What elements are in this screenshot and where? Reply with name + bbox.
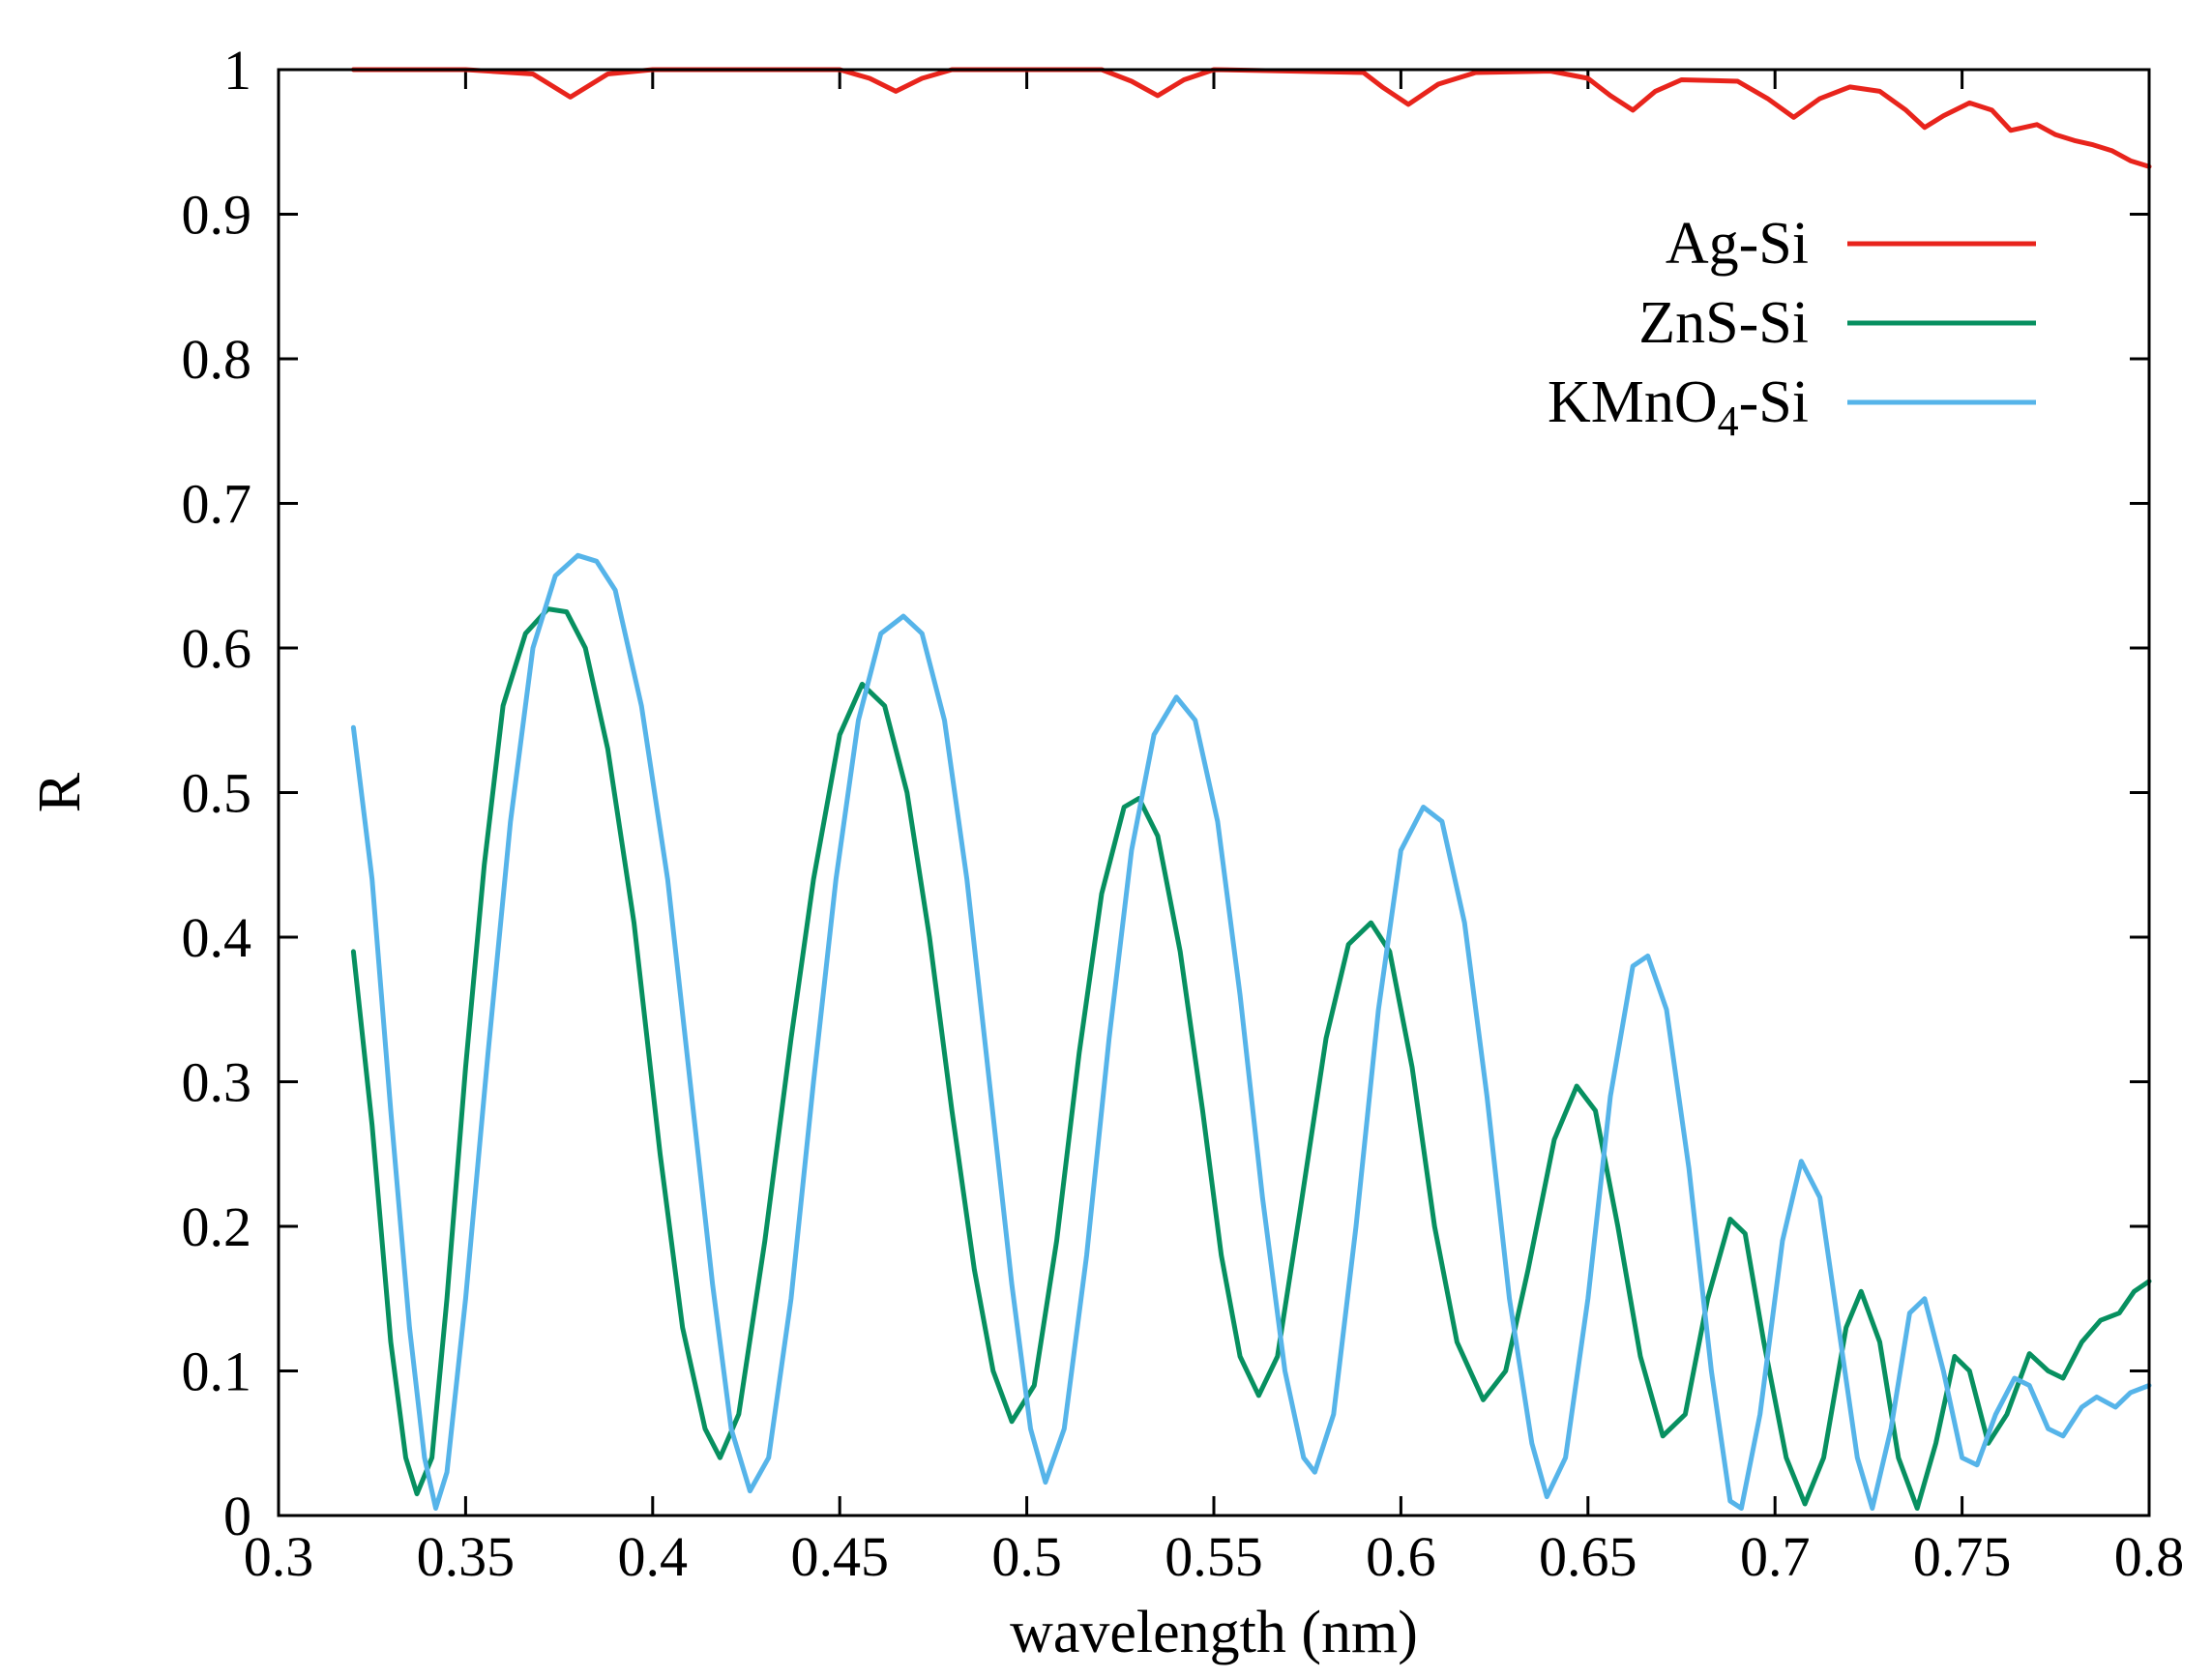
y-tick-label: 0.3 (182, 1051, 252, 1114)
y-tick-label: 0.6 (182, 617, 252, 680)
y-tick-label: 0.8 (182, 328, 252, 391)
y-tick-label: 1 (223, 39, 251, 102)
y-tick-label: 0.5 (182, 762, 252, 825)
y-tick-label: 0.4 (182, 906, 252, 969)
x-tick-label: 0.6 (1366, 1525, 1436, 1588)
y-tick-label: 0.1 (182, 1340, 252, 1403)
plot-frame (277, 68, 2151, 1517)
x-tick-label: 0.5 (991, 1525, 1062, 1588)
x-tick-label: 0.45 (790, 1525, 889, 1588)
series-line-ag-si (350, 67, 2152, 169)
x-tick-label: 0.65 (1539, 1525, 1637, 1588)
series-line-zns-si (350, 606, 2152, 1511)
series-line-kmno4-si (350, 552, 2152, 1511)
y-tick-label: 0.7 (182, 473, 252, 536)
x-axis-title: wavelength (nm) (1010, 1600, 1418, 1665)
legend-label: ZnS-Si (1638, 290, 1809, 356)
legend-label: Ag-Si (1666, 211, 1809, 277)
x-tick-label: 0.35 (417, 1525, 516, 1588)
x-tick-label: 0.4 (618, 1525, 689, 1588)
x-tick-label: 0.55 (1165, 1525, 1263, 1588)
axes: 0.3 0.35 0.4 0.45 0.5 0.55 0.6 0.65 0.7 0.75 0.800… (182, 39, 2185, 1588)
legend-label: KMnO4-Si (1548, 369, 1809, 445)
legend-label-suffix: -Si (1739, 369, 1809, 435)
legend-label-text: Ag-Si (1666, 211, 1809, 277)
x-tick-label: 0.75 (1913, 1525, 2012, 1588)
legend-label-text: KMnO (1548, 369, 1718, 435)
y-tick-label: 0.9 (182, 184, 252, 247)
y-tick-label: 0.2 (182, 1195, 252, 1258)
x-tick-label: 0.7 (1740, 1525, 1811, 1588)
y-tick-label: 0 (223, 1485, 251, 1547)
y-axis-title: R (27, 772, 93, 812)
x-tick-label: 0.3 (244, 1525, 314, 1588)
plot-area (350, 67, 2152, 1511)
legend-label-subscript: 4 (1718, 397, 1739, 445)
x-tick-label: 0.8 (2114, 1525, 2185, 1588)
legend-label-text: ZnS-Si (1638, 290, 1809, 356)
legend: Ag-Si ZnS-Si KMnO4-Si (1548, 211, 2036, 445)
